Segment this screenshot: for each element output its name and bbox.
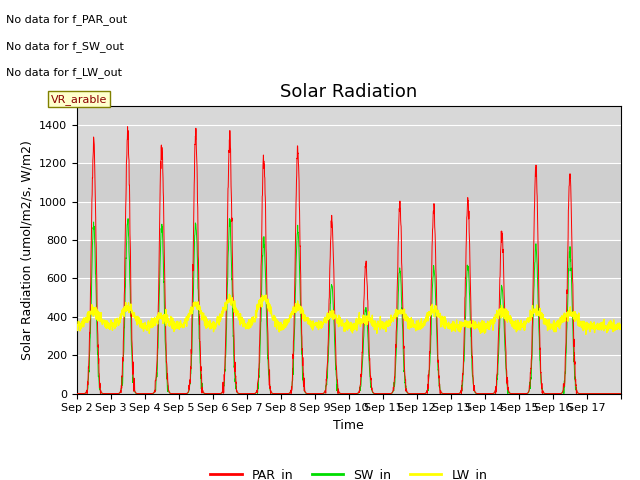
Line: SW_in: SW_in bbox=[77, 219, 621, 394]
SW_in bbox=[253, 391, 261, 396]
PAR_in bbox=[124, 124, 131, 130]
PAR_in bbox=[544, 391, 552, 396]
LW_in bbox=[582, 332, 589, 337]
PAR_in bbox=[128, 316, 136, 322]
Line: PAR_in: PAR_in bbox=[77, 127, 621, 394]
Text: No data for f_PAR_out: No data for f_PAR_out bbox=[6, 14, 127, 25]
LW_in bbox=[543, 322, 551, 328]
Text: VR_arable: VR_arable bbox=[51, 94, 108, 105]
PAR_in bbox=[245, 391, 253, 396]
Text: No data for f_SW_out: No data for f_SW_out bbox=[6, 41, 124, 52]
LW_in bbox=[513, 325, 520, 331]
SW_in bbox=[73, 391, 81, 396]
SW_in bbox=[513, 391, 521, 396]
SW_in bbox=[245, 391, 253, 396]
Y-axis label: Solar Radiation (umol/m2/s, W/m2): Solar Radiation (umol/m2/s, W/m2) bbox=[20, 140, 33, 360]
Text: No data for f_LW_out: No data for f_LW_out bbox=[6, 67, 122, 78]
PAR_in bbox=[83, 391, 91, 396]
LW_in bbox=[617, 322, 625, 328]
Legend: PAR_in, SW_in, LW_in: PAR_in, SW_in, LW_in bbox=[205, 463, 492, 480]
PAR_in bbox=[73, 391, 81, 396]
PAR_in bbox=[513, 391, 521, 396]
Title: Solar Radiation: Solar Radiation bbox=[280, 83, 417, 101]
PAR_in bbox=[617, 391, 625, 396]
LW_in bbox=[381, 323, 389, 329]
PAR_in bbox=[382, 391, 390, 396]
LW_in bbox=[225, 291, 233, 297]
SW_in bbox=[382, 391, 390, 396]
SW_in bbox=[610, 391, 618, 396]
SW_in bbox=[544, 391, 552, 396]
Line: LW_in: LW_in bbox=[77, 294, 621, 335]
PAR_in bbox=[610, 391, 618, 396]
X-axis label: Time: Time bbox=[333, 419, 364, 432]
LW_in bbox=[73, 325, 81, 331]
SW_in bbox=[127, 342, 135, 348]
SW_in bbox=[124, 216, 132, 222]
Bar bbox=[77, 240, 621, 278]
Bar bbox=[77, 317, 621, 355]
LW_in bbox=[610, 322, 618, 328]
LW_in bbox=[127, 308, 135, 313]
SW_in bbox=[617, 391, 625, 396]
LW_in bbox=[245, 317, 253, 323]
Bar bbox=[77, 163, 621, 202]
